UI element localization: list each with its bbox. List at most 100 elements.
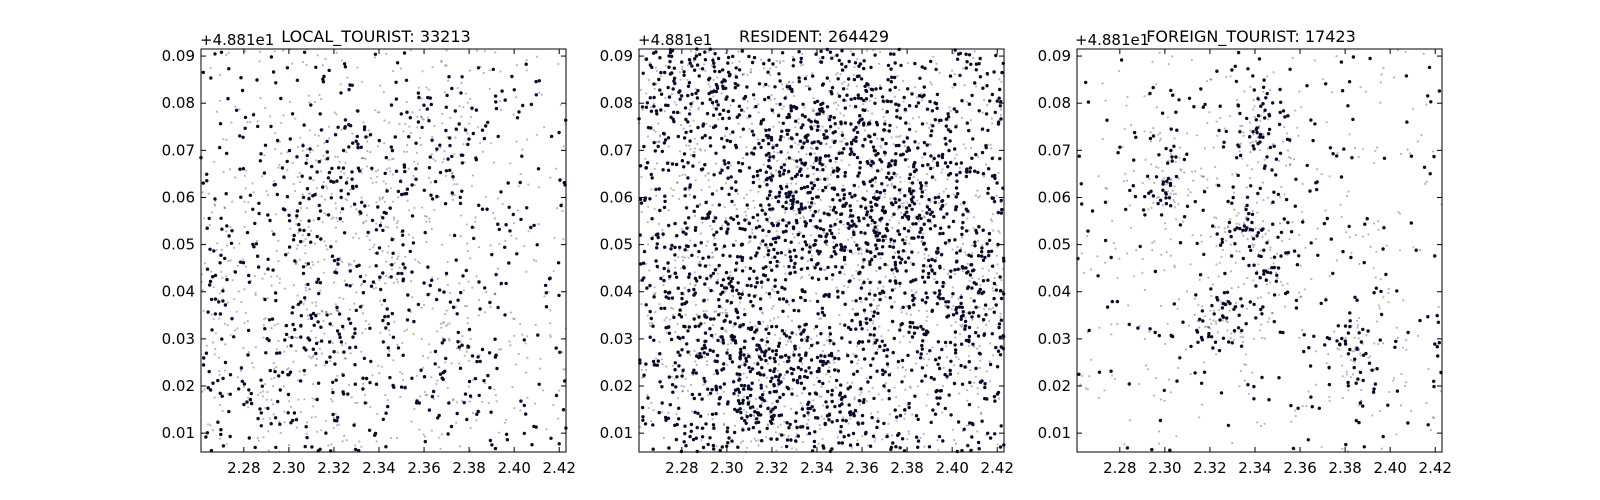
- scatter-point: [887, 245, 890, 248]
- scatter-point: [724, 308, 727, 312]
- y-tick-label: 0.04: [162, 283, 195, 301]
- scatter-point: [792, 308, 796, 313]
- scatter-point: [234, 105, 237, 108]
- scatter-point: [808, 245, 812, 249]
- scatter-point: [664, 295, 668, 299]
- scatter-point: [317, 134, 320, 137]
- scatter-point: [425, 215, 428, 218]
- scatter-point: [866, 380, 870, 384]
- scatter-point: [914, 104, 918, 109]
- scatter-point: [905, 235, 908, 238]
- scatter-point: [506, 181, 510, 185]
- scatter-point: [910, 92, 914, 96]
- scatter-point: [888, 296, 892, 300]
- scatter-point: [648, 335, 652, 339]
- scatter-point: [386, 399, 389, 402]
- scatter-point: [283, 350, 286, 353]
- scatter-point: [517, 185, 520, 188]
- scatter-point: [913, 61, 917, 66]
- scatter-point: [999, 200, 1002, 203]
- scatter-point: [990, 92, 995, 97]
- scatter-point: [711, 336, 715, 339]
- scatter-point: [657, 140, 661, 143]
- scatter-point: [655, 363, 659, 367]
- scatter-point: [733, 268, 738, 272]
- scatter-point: [777, 297, 782, 301]
- scatter-point: [453, 183, 456, 186]
- scatter-point: [331, 400, 334, 403]
- scatter-point: [813, 202, 817, 205]
- scatter-point: [520, 154, 524, 158]
- scatter-point: [307, 338, 312, 342]
- scatter-point: [745, 411, 748, 414]
- scatter-point: [980, 411, 983, 414]
- scatter-point: [748, 369, 753, 374]
- scatter-point: [333, 416, 336, 420]
- scatter-point: [724, 135, 727, 138]
- scatter-point: [666, 261, 670, 265]
- scatter-point: [713, 310, 716, 313]
- scatter-point: [695, 313, 698, 316]
- scatter-point: [845, 226, 848, 229]
- scatter-point: [919, 226, 923, 231]
- scatter-point: [234, 329, 237, 332]
- scatter-point: [963, 324, 968, 328]
- scatter-point: [212, 286, 215, 289]
- scatter-point: [941, 280, 945, 285]
- scatter-point: [798, 376, 802, 380]
- scatter-point: [282, 114, 285, 117]
- scatter-point: [488, 386, 492, 390]
- scatter-point: [920, 379, 924, 383]
- scatter-point: [829, 411, 832, 414]
- scatter-point: [821, 110, 825, 114]
- scatter-point: [334, 155, 337, 158]
- scatter-point: [680, 60, 684, 64]
- scatter-point: [392, 281, 395, 284]
- scatter-point: [517, 110, 521, 114]
- scatter-point: [306, 282, 310, 287]
- scatter-point: [844, 65, 848, 69]
- scatter-point: [998, 78, 1001, 81]
- scatter-point: [482, 136, 487, 141]
- scatter-point: [941, 296, 945, 301]
- scatter-point: [959, 247, 963, 250]
- scatter-point: [423, 439, 427, 444]
- scatter-point: [296, 243, 299, 247]
- scatter-point: [524, 62, 528, 66]
- scatter-point: [808, 174, 811, 177]
- scatter-point: [890, 268, 894, 272]
- scatter-point: [929, 154, 933, 158]
- scatter-point: [833, 404, 837, 409]
- scatter-point: [299, 136, 302, 139]
- scatter-point: [785, 115, 789, 120]
- scatter-point: [831, 235, 836, 239]
- scatter-point: [476, 355, 480, 359]
- scatter-point: [557, 442, 561, 446]
- scatter-point: [783, 278, 788, 282]
- scatter-point: [473, 226, 476, 229]
- scatter-point: [799, 186, 804, 191]
- scatter-point: [339, 175, 343, 180]
- scatter-point: [807, 250, 811, 254]
- scatter-point: [718, 171, 722, 175]
- scatter-point: [218, 370, 221, 373]
- scatter-point: [854, 224, 858, 228]
- scatter-point: [373, 243, 376, 246]
- scatter-point: [995, 194, 999, 197]
- scatter-point: [907, 127, 912, 132]
- scatter-point: [802, 141, 806, 145]
- scatter-point: [640, 210, 643, 213]
- scatter-point: [773, 150, 776, 153]
- scatter-point: [813, 100, 817, 105]
- scatter-point: [336, 262, 340, 266]
- scatter-point: [783, 96, 787, 100]
- scatter-point: [429, 102, 433, 107]
- scatter-point: [652, 295, 656, 299]
- scatter-point: [315, 187, 318, 190]
- scatter-point: [799, 267, 804, 271]
- scatter-point: [463, 128, 468, 132]
- scatter-point: [822, 294, 826, 298]
- scatter-point: [715, 445, 718, 448]
- scatter-point: [350, 177, 354, 181]
- scatter-point: [376, 145, 379, 148]
